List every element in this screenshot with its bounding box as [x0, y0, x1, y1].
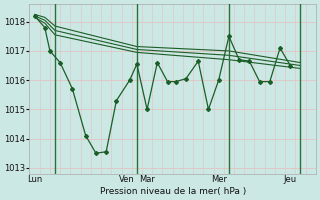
X-axis label: Pression niveau de la mer( hPa ): Pression niveau de la mer( hPa )	[100, 187, 246, 196]
